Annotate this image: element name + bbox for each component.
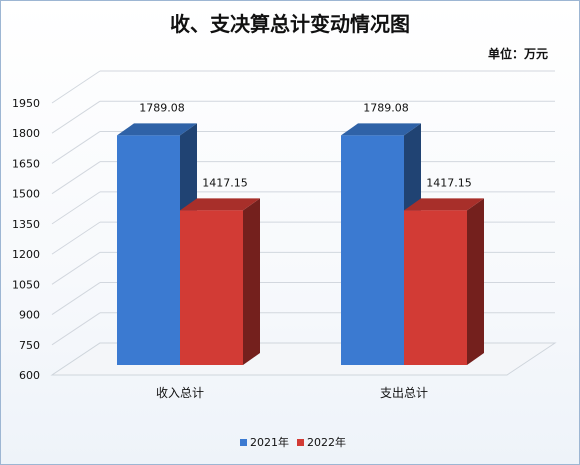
legend-label: 2021年 bbox=[250, 435, 289, 449]
legend: 2021年 2022年 bbox=[240, 435, 346, 449]
bar-top bbox=[180, 198, 260, 211]
gridline-wall bbox=[51, 70, 101, 104]
bar: 1417.15 bbox=[404, 176, 484, 365]
gridline-wall bbox=[51, 100, 101, 134]
bar-front bbox=[180, 210, 243, 365]
gridline-wall bbox=[51, 131, 101, 164]
gridline-wall bbox=[51, 191, 101, 225]
bar: 1789.08 bbox=[117, 101, 197, 366]
x-axis: 收入总计 支出总计 bbox=[156, 386, 428, 400]
y-axis: 600 750 900 1050 1200 1350 1500 1650 1800 1950 bbox=[12, 97, 40, 382]
y-tick-label: 1950 bbox=[12, 97, 40, 110]
legend-item: 2022年 bbox=[297, 435, 346, 449]
y-tick-label: 1050 bbox=[12, 278, 40, 291]
gridline-wall bbox=[51, 161, 101, 195]
legend-swatch bbox=[297, 439, 304, 446]
bar-value-label: 1417.15 bbox=[202, 176, 248, 189]
unit-label: 单位：万元 bbox=[488, 46, 548, 61]
y-tick-label: 1200 bbox=[12, 248, 40, 261]
x-category-label: 支出总计 bbox=[380, 386, 428, 400]
gridline-wall bbox=[51, 251, 101, 285]
legend-swatch bbox=[240, 439, 247, 446]
gridline-wall bbox=[51, 221, 101, 255]
y-tick-label: 1500 bbox=[12, 188, 40, 201]
gridline-wall bbox=[51, 282, 101, 315]
bar-front bbox=[404, 210, 467, 365]
bar: 1417.15 bbox=[180, 176, 260, 365]
bar-side bbox=[467, 198, 484, 365]
y-tick-label: 1800 bbox=[12, 127, 40, 140]
bar-side bbox=[243, 198, 260, 365]
gridline-wall bbox=[51, 312, 101, 346]
bar-front bbox=[341, 135, 404, 365]
legend-item: 2021年 bbox=[240, 435, 289, 449]
bar-front bbox=[117, 135, 180, 365]
bar-value-label: 1789.08 bbox=[363, 101, 409, 114]
bars: 1789.08 1417.15 1789.08 1417.15 bbox=[117, 101, 484, 366]
legend-label: 2022年 bbox=[307, 435, 346, 449]
y-tick-label: 750 bbox=[19, 339, 40, 352]
y-tick-label: 600 bbox=[19, 369, 40, 382]
bar-top bbox=[341, 123, 421, 136]
bar-top bbox=[404, 198, 484, 211]
bar-value-label: 1789.08 bbox=[139, 101, 185, 114]
y-tick-label: 900 bbox=[19, 309, 40, 322]
chart-title: 收、支决算总计变动情况图 bbox=[170, 12, 410, 36]
bar-value-label: 1417.15 bbox=[426, 176, 472, 189]
bar-top bbox=[117, 123, 197, 136]
y-tick-label: 1650 bbox=[12, 157, 40, 170]
y-tick-label: 1350 bbox=[12, 218, 40, 231]
x-category-label: 收入总计 bbox=[156, 386, 204, 400]
